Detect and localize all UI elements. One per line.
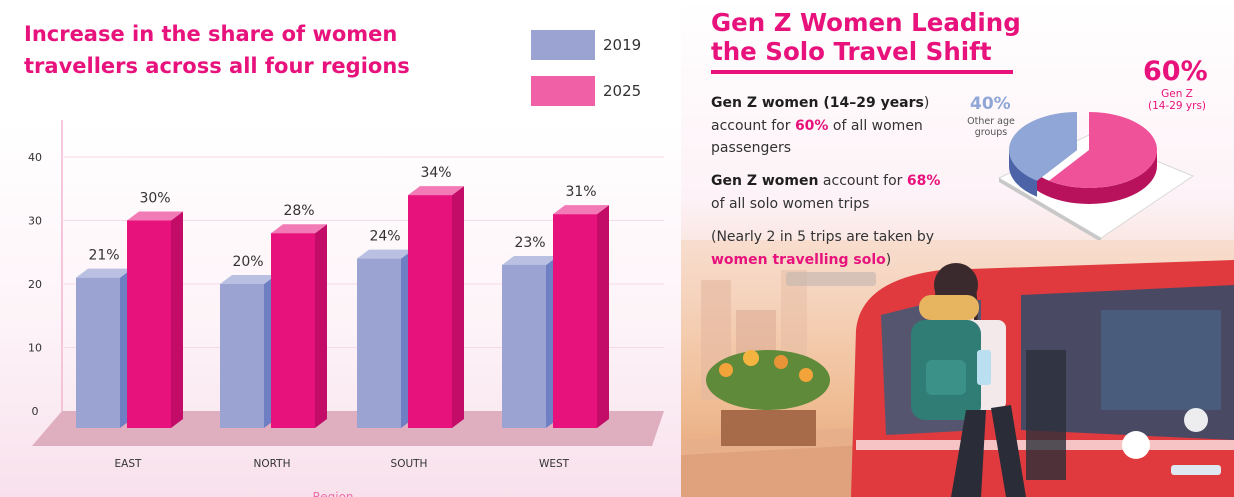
- legend-item-2025: 2025: [531, 76, 641, 106]
- data-label: 30%: [139, 191, 170, 207]
- bar-2025-south: [408, 195, 452, 428]
- bar-chart: 0 10 20 30 40 21% 30% EAST 20% 28% NORTH 24% 34% SOUT…: [28, 120, 664, 497]
- data-label: 20%: [232, 254, 263, 270]
- bar-2025-east: [127, 220, 171, 428]
- bar-2019-east: [76, 277, 120, 428]
- legend-swatch-2025: [531, 76, 595, 106]
- bar-2025-north: [271, 233, 315, 428]
- legend-label-2025: 2025: [603, 82, 642, 100]
- bus-traveller-illustration: [681, 240, 1234, 497]
- p1-mid: account for: [711, 117, 791, 134]
- pie-slice-other: [1009, 112, 1077, 181]
- p1-pct: 60%: [794, 117, 829, 134]
- stat-paragraph-1: Gen Z women (14–29 years) account for 60…: [711, 92, 951, 160]
- p2-end: of all solo women trips: [711, 195, 870, 212]
- stat-paragraph-2: Gen Z women account for 68% of all solo …: [711, 170, 951, 215]
- info-title: Gen Z Women Leading the Solo Travel Shif…: [711, 8, 1021, 66]
- y-tick-label: 20: [28, 278, 42, 291]
- y-tick-label: 0: [32, 405, 39, 418]
- data-label: 21%: [88, 248, 119, 264]
- legend-swatch-2019: [531, 30, 595, 60]
- p2-mid: account for: [822, 173, 903, 189]
- bar-2019-south: [357, 258, 401, 428]
- y-tick-label: 40: [28, 151, 42, 164]
- pie-chart: [997, 112, 1195, 240]
- info-title-line1: Gen Z Women Leading: [711, 8, 1021, 37]
- stat-paragraph-3: (Nearly 2 in 5 trips are taken by women …: [711, 226, 951, 271]
- bar-top: [76, 268, 132, 278]
- x-tick-label: EAST: [115, 458, 142, 470]
- p2-pct: 68%: [906, 173, 941, 189]
- bar-2019-west: [502, 264, 546, 428]
- y-tick-label: 30: [28, 215, 42, 228]
- chart-title: Increase in the share of women traveller…: [24, 22, 410, 78]
- bar-2019-north: [220, 284, 264, 428]
- x-tick-label: SOUTH: [391, 458, 428, 470]
- data-label: 23%: [514, 235, 545, 251]
- pie-genz-label: Gen Z: [1161, 88, 1193, 100]
- p1-close: ): [923, 95, 930, 111]
- p3-pink: women travelling solo: [711, 251, 886, 268]
- info-title-line2: the Solo Travel Shift: [711, 37, 992, 66]
- legend-label-2019: 2019: [603, 36, 642, 54]
- pie-genz-sub: (14-29 yrs): [1147, 100, 1207, 112]
- pie-base-edge: [999, 178, 1101, 240]
- pie-other-label: Other age groups: [967, 116, 1015, 138]
- p1-bold: Gen Z women (14–29 years: [711, 95, 924, 111]
- x-axis-title: Region: [312, 490, 353, 497]
- bar-2025-west: [553, 214, 597, 428]
- data-label: 31%: [565, 184, 596, 200]
- bar-top: [127, 211, 183, 221]
- bar-side: [452, 186, 464, 428]
- bar-top: [408, 186, 464, 196]
- bar-top: [502, 255, 558, 265]
- bar-top: [220, 275, 276, 284]
- data-label: 28%: [283, 203, 314, 219]
- info-panel: Gen Z Women Leading the Solo Travel Shif…: [681, 0, 1234, 497]
- p3-start: (Nearly 2 in 5 trips are taken by: [711, 229, 935, 245]
- pie-other-pct: 40%: [970, 94, 1011, 114]
- y-tick-label: 10: [28, 342, 42, 355]
- pie-genz-pct: 60%: [1143, 56, 1208, 87]
- x-tick-label: WEST: [539, 458, 570, 470]
- bar-top: [271, 224, 327, 234]
- pie-gen-z-side: [1021, 150, 1157, 204]
- x-tick-label: NORTH: [254, 458, 291, 470]
- bar-side: [597, 205, 609, 428]
- legend-item-2019: 2019: [531, 30, 641, 60]
- bar-top: [553, 205, 609, 215]
- bar-side: [315, 224, 327, 428]
- pie-slice-gen-z: [1049, 112, 1157, 188]
- bar-top: [357, 249, 413, 259]
- p3-end: ): [885, 251, 892, 268]
- p2-bold: Gen Z women: [711, 173, 819, 189]
- p1-end: of all women passengers: [711, 117, 923, 157]
- data-label: 34%: [420, 165, 451, 181]
- chart-panel: 0 10 20 30 40 21% 30% EAST 20% 28% NORTH 24% 34% SOUT…: [0, 0, 681, 497]
- data-label: 24%: [369, 229, 400, 245]
- bar-side: [171, 211, 183, 428]
- title-underline: [711, 70, 1013, 74]
